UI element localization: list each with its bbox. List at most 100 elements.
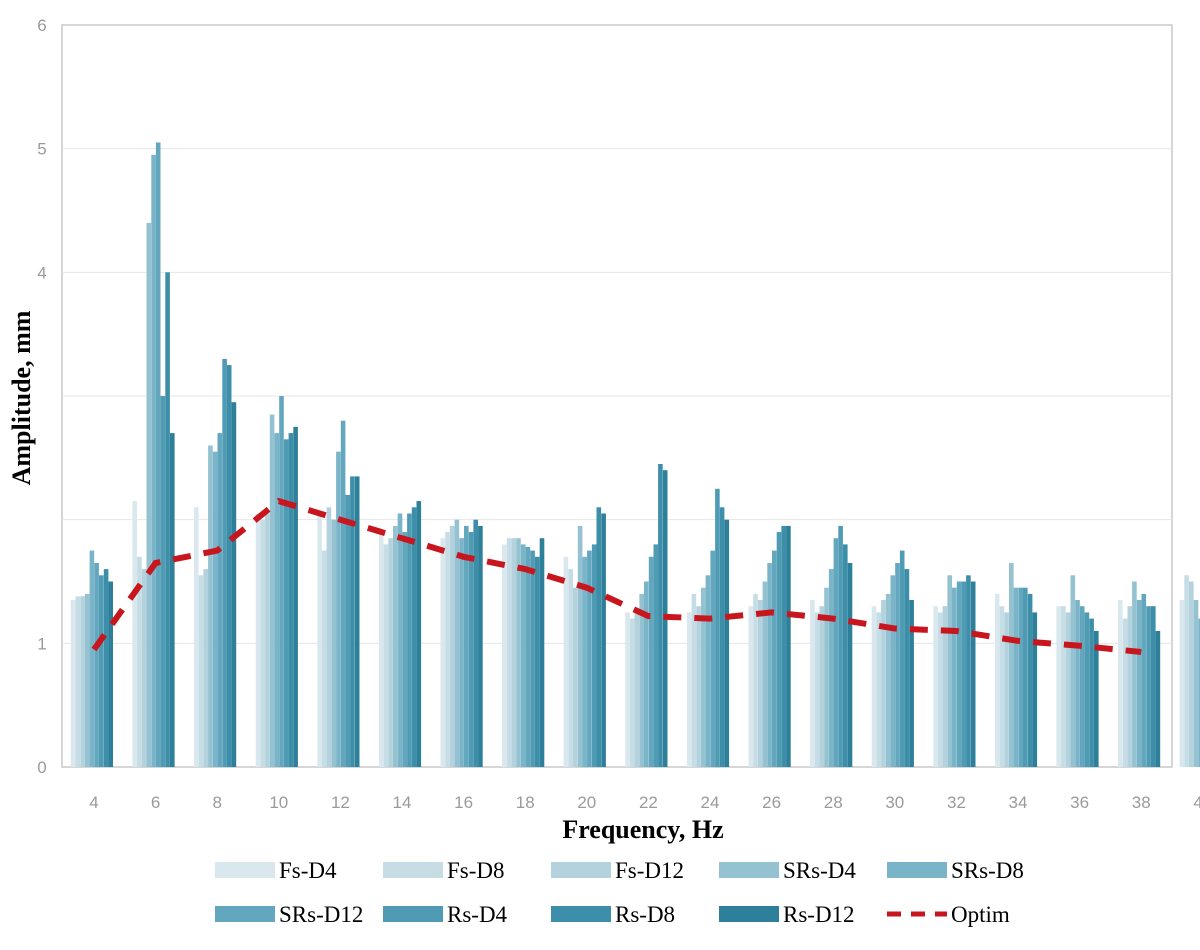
bar [634,612,640,767]
bar [952,587,957,767]
bar [568,569,573,767]
bar [762,581,768,767]
bar [198,575,204,767]
bar [317,513,322,767]
bar [89,550,95,767]
y-axis-label: Amplitude, mm [7,310,36,485]
bar [577,525,583,767]
bar [644,581,649,767]
bar [506,538,512,767]
bar [350,476,355,767]
legend-label: Fs-D4 [279,858,337,883]
bar [354,476,360,767]
bar [94,563,99,767]
bar [625,612,630,767]
bar [899,550,905,767]
bar [1189,581,1194,767]
bar [710,550,715,767]
legend-swatch [551,862,611,878]
y-tick-label: 1 [37,634,46,653]
legend-item: Optim [887,902,1010,927]
bar [137,556,142,767]
bar [648,556,654,767]
legend-label: Rs-D12 [783,902,855,927]
bar [388,538,393,767]
bar [288,433,294,767]
bar [535,556,540,767]
x-tick-label: 16 [454,793,473,812]
bar [909,600,914,767]
bar [336,451,341,767]
bar [155,142,161,767]
bar [473,519,478,767]
bar [1032,612,1038,767]
bar [222,358,227,767]
bar [719,507,725,767]
bar [810,600,815,767]
bar [1151,606,1156,767]
legend-label: Rs-D8 [615,902,675,927]
bar [203,569,208,767]
bar [970,581,976,767]
x-tick-label: 40 [1193,793,1200,812]
legend-label: Optim [951,902,1010,927]
bar [265,513,270,767]
bar [1118,600,1123,767]
x-tick-label: 34 [1009,793,1028,812]
bar [321,550,327,767]
bar [847,563,853,767]
bar [772,550,777,767]
bar [1079,606,1085,767]
bar [686,612,692,767]
bar [630,618,635,767]
bar [99,575,104,767]
bar [378,532,384,767]
bar [283,439,289,767]
y-tick-label: 4 [37,263,46,282]
optim-line-path [91,497,1142,655]
bar [539,538,545,767]
legend-item: SRs-D4 [719,858,856,883]
x-tick-label: 18 [516,793,535,812]
legend-swatch [551,906,611,922]
bar [1075,600,1080,767]
bar [582,556,587,767]
x-tick-label: 6 [151,793,160,812]
legend-item: Fs-D8 [383,858,505,883]
bar [165,272,170,767]
legend-label: SRs-D4 [783,858,856,883]
bar [454,519,460,767]
bar [591,544,597,767]
bar [947,575,952,767]
bar [1132,581,1137,767]
bar [440,538,446,767]
bar [464,525,469,767]
legend-item: SRs-D12 [215,902,363,927]
bar [397,513,403,767]
bar [269,414,275,767]
bar [881,600,886,767]
legend-item: Rs-D8 [551,902,675,927]
bar [1136,600,1142,767]
bar [786,525,791,767]
bar [502,544,507,767]
bar [75,596,81,767]
bar [904,569,910,767]
bar [1056,606,1061,767]
bar [1009,563,1014,767]
bar [255,513,261,767]
bar [601,513,606,767]
y-tick-label: 0 [37,758,46,777]
legend-swatch [719,906,779,922]
bar [84,593,90,767]
bar [478,525,483,767]
legend-swatch [383,862,443,878]
x-tick-label: 4 [89,793,98,812]
x-tick-label: 12 [331,793,350,812]
bar [890,575,896,767]
gridlines [62,148,1172,644]
legend-swatch [383,906,443,922]
bar [151,154,156,768]
bar [1070,575,1076,767]
bar [563,556,569,767]
